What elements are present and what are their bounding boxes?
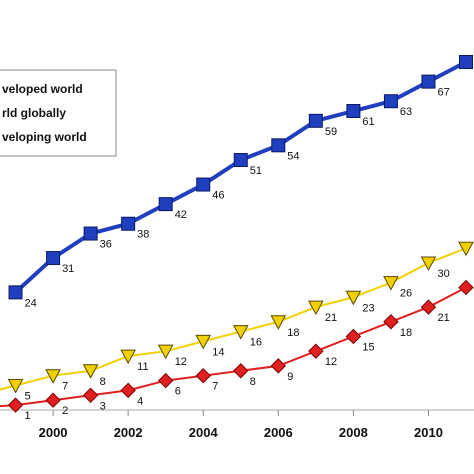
x-tick-label: 2000 — [39, 425, 68, 440]
data-label: 15 — [362, 341, 374, 353]
data-point — [459, 55, 473, 69]
data-point — [308, 113, 323, 128]
legend-entry: veloping world — [2, 130, 87, 144]
x-tick-label: 2010 — [414, 425, 443, 440]
data-label: 54 — [287, 150, 299, 162]
data-label: 2 — [62, 405, 68, 417]
data-label: 21 — [437, 312, 449, 324]
data-label: 23 — [362, 302, 374, 314]
data-point — [82, 364, 99, 379]
data-point — [157, 372, 174, 389]
data-label: 21 — [325, 312, 337, 324]
x-tick-label: 2004 — [189, 425, 219, 440]
data-point — [458, 241, 474, 257]
data-label: 3 — [100, 400, 106, 412]
data-label: 11 — [137, 361, 148, 373]
series-line — [0, 286, 467, 408]
data-label: 61 — [362, 116, 374, 128]
data-point — [7, 378, 24, 394]
data-label: 46 — [212, 190, 224, 202]
data-point — [8, 285, 23, 300]
data-point — [271, 138, 286, 153]
data-label: 42 — [175, 209, 187, 221]
data-label: 7 — [62, 381, 68, 393]
data-label: 12 — [325, 356, 337, 368]
data-label: 7 — [212, 381, 218, 393]
data-point — [383, 94, 398, 109]
data-point — [233, 363, 249, 379]
data-point — [195, 334, 212, 350]
data-point — [458, 279, 474, 296]
data-point — [233, 153, 248, 168]
data-point — [270, 358, 287, 374]
data-point — [345, 290, 362, 306]
data-label: 12 — [175, 356, 187, 368]
data-label: 67 — [437, 87, 449, 99]
data-label: 14 — [212, 346, 224, 358]
data-point — [82, 387, 99, 404]
data-label: 36 — [100, 239, 112, 251]
data-label: 51 — [250, 165, 262, 177]
data-point — [308, 343, 324, 359]
data-point — [270, 315, 287, 330]
x-tick-label: 2006 — [264, 425, 293, 440]
data-label: 8 — [100, 376, 106, 388]
data-label: 18 — [400, 327, 412, 339]
legend-entry: rld globally — [2, 106, 66, 120]
data-label: 63 — [400, 106, 412, 118]
data-label: 18 — [287, 327, 299, 339]
data-point — [383, 276, 399, 291]
data-label: 24 — [25, 297, 37, 309]
data-point — [45, 369, 61, 384]
series-1: 5 7 8 11 12 14 16 18 21 23 26 30 — [0, 241, 474, 402]
data-point — [158, 197, 173, 212]
data-point — [346, 104, 361, 119]
data-point — [157, 344, 174, 360]
data-point — [46, 251, 61, 266]
data-point — [83, 226, 98, 241]
x-tick-label: 2008 — [339, 425, 368, 440]
data-label: 4 — [137, 395, 143, 407]
data-label: 9 — [287, 371, 293, 383]
data-point — [420, 256, 437, 272]
data-label: 8 — [250, 376, 256, 388]
data-point — [308, 300, 324, 316]
series-line — [0, 247, 467, 391]
data-point — [345, 328, 362, 345]
data-label: 59 — [325, 126, 337, 138]
data-label: 5 — [25, 390, 31, 402]
x-axis-ticks: 2000 2002 2004 2006 2008 2010 — [39, 410, 443, 440]
data-label: 16 — [250, 337, 262, 349]
legend-box — [0, 69, 117, 157]
data-point — [196, 177, 211, 192]
data-label: 1 — [25, 410, 31, 422]
data-label: 38 — [137, 229, 149, 241]
data-point — [420, 299, 437, 315]
data-point — [121, 216, 136, 231]
data-label: 26 — [400, 288, 412, 300]
x-tick-label: 2002 — [114, 425, 143, 440]
data-point — [120, 349, 136, 365]
data-point — [232, 325, 249, 340]
legend: veloped world rld globally veloping world — [0, 69, 117, 157]
data-label: 31 — [62, 263, 74, 275]
data-point — [195, 367, 211, 384]
data-point — [7, 397, 24, 413]
data-point — [421, 74, 436, 89]
data-point — [383, 314, 399, 330]
data-point — [45, 392, 61, 408]
data-label: 30 — [437, 268, 449, 280]
data-point — [120, 382, 136, 399]
series-0: 24 31 36 38 42 46 51 54 59 61 63 67 — [8, 55, 473, 309]
legend-entry: veloped world — [2, 82, 83, 96]
data-label: 6 — [175, 386, 181, 398]
